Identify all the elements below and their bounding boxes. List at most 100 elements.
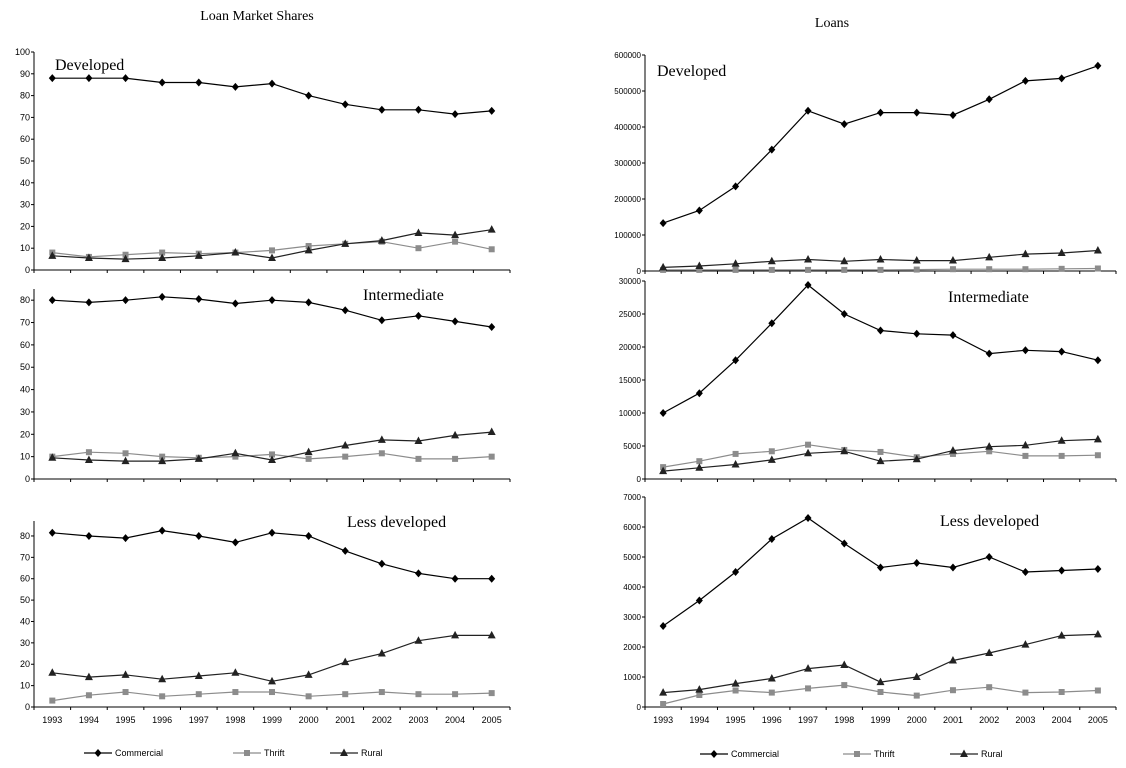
data-point-rural [414, 436, 423, 444]
y-tick-label: 20000 [619, 343, 642, 352]
data-point-commercial [949, 563, 957, 572]
data-point-thrift [768, 448, 775, 455]
left-column-title: Loan Market Shares [200, 9, 314, 24]
data-point-rural [840, 660, 849, 668]
y-tick-label: 10000 [619, 409, 642, 418]
data-point-rural [731, 679, 740, 687]
y-tick-label: 10 [20, 681, 30, 691]
legend-label: Thrift [874, 749, 895, 759]
data-point-thrift [1058, 265, 1065, 272]
chart-panel: 0 10 20 30 40 50 60 70 80 90 100 Developed [15, 47, 511, 275]
data-point-thrift [986, 266, 993, 273]
data-point-commercial [1094, 356, 1102, 365]
data-point-commercial [695, 596, 703, 605]
x-tick-label: 2005 [1088, 715, 1108, 725]
series-line-commercial [662, 517, 1098, 627]
data-point-thrift [1022, 266, 1029, 273]
data-point-commercial [231, 299, 239, 308]
legend-item-commercial: Commercial [84, 748, 163, 758]
data-point-rural [804, 664, 813, 672]
data-point-rural [377, 649, 386, 657]
data-point-thrift [877, 448, 884, 455]
x-tick-label: 1994 [79, 715, 99, 725]
legend-marker-thrift [854, 751, 860, 757]
data-point-commercial [488, 106, 496, 115]
data-point-commercial [659, 622, 667, 630]
data-point-rural [341, 440, 350, 449]
y-tick-label: 70 [20, 112, 30, 122]
y-tick-label: 5000 [623, 442, 641, 451]
legend-marker-rural [960, 749, 968, 757]
x-tick-label: 2004 [445, 715, 465, 725]
data-point-commercial [768, 535, 776, 543]
data-point-commercial [378, 316, 386, 325]
data-point-commercial [840, 310, 848, 318]
y-tick-label: 30 [20, 638, 30, 648]
data-point-thrift [232, 689, 239, 696]
data-point-rural [1093, 629, 1102, 638]
data-point-commercial [305, 91, 313, 100]
data-point-commercial [732, 182, 740, 191]
data-point-commercial [488, 323, 496, 331]
y-tick-label: 0 [637, 475, 642, 484]
x-tick-label: 1994 [689, 715, 709, 725]
data-point-commercial [85, 531, 93, 540]
data-point-rural [121, 670, 130, 678]
data-point-commercial [949, 111, 957, 120]
data-point-rural [912, 256, 921, 264]
legend-label: Rural [981, 749, 1003, 759]
data-point-rural [121, 254, 130, 263]
data-point-thrift [232, 453, 239, 460]
data-point-thrift [768, 266, 775, 273]
y-tick-label: 0 [25, 265, 30, 275]
data-point-rural [194, 251, 203, 259]
data-point-commercial [268, 296, 276, 305]
data-point-rural [377, 236, 386, 244]
legend-marker-thrift [244, 750, 250, 756]
data-point-thrift [49, 697, 56, 704]
data-point-commercial [378, 105, 386, 114]
data-point-rural [767, 256, 776, 265]
data-point-rural [1057, 436, 1066, 444]
data-point-rural [659, 688, 668, 696]
data-point-thrift [305, 693, 312, 700]
data-point-commercial [414, 311, 422, 320]
data-point-commercial [804, 514, 812, 522]
x-tick-label: 2003 [408, 715, 428, 725]
x-tick-label: 2003 [1015, 715, 1035, 725]
data-point-thrift [415, 245, 422, 252]
y-tick-label: 70 [20, 318, 30, 328]
data-point-thrift [415, 691, 422, 698]
legend-label: Thrift [264, 748, 285, 758]
data-point-commercial [414, 569, 422, 578]
data-point-commercial [268, 79, 276, 88]
data-point-commercial [659, 409, 667, 417]
y-tick-label: 30 [20, 407, 30, 417]
x-tick-label: 2001 [335, 715, 355, 725]
y-tick-label: 6000 [623, 523, 641, 532]
data-point-commercial [48, 528, 56, 537]
panel-title: Developed [657, 63, 726, 80]
data-point-commercial [768, 145, 776, 154]
data-point-commercial [840, 120, 848, 129]
data-point-commercial [268, 528, 276, 537]
data-point-thrift [949, 266, 956, 273]
data-point-thrift [85, 449, 92, 456]
data-point-commercial [1021, 568, 1029, 576]
data-point-thrift [732, 266, 739, 273]
y-tick-label: 400000 [614, 123, 641, 132]
data-point-thrift [378, 689, 385, 696]
data-point-rural [695, 261, 704, 269]
y-tick-label: 300000 [614, 159, 641, 168]
y-tick-label: 600000 [614, 51, 641, 60]
data-point-rural [912, 454, 921, 463]
data-point-rural [948, 656, 957, 664]
data-point-rural [194, 454, 203, 462]
data-point-rural [231, 248, 240, 256]
data-point-thrift [986, 448, 993, 455]
data-point-commercial [305, 531, 313, 540]
data-point-commercial [231, 82, 239, 91]
data-point-rural [731, 459, 740, 468]
y-tick-label: 70 [20, 552, 30, 562]
